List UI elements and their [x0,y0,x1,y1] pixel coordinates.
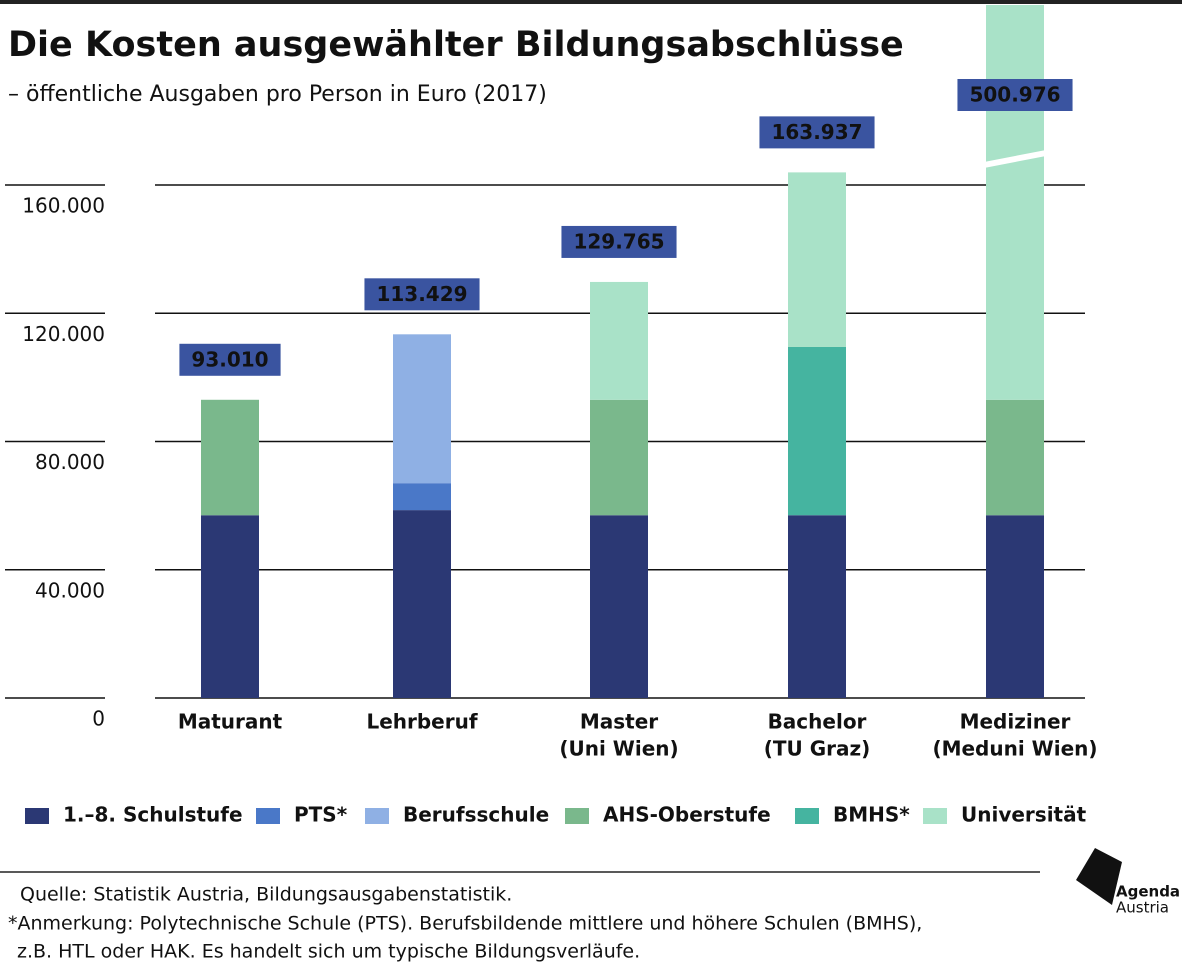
bar-segment [788,515,846,698]
legend-swatch [25,808,49,824]
bar-segment [393,483,451,511]
note: z.B. HTL oder HAK. Es handelt sich um ty… [17,941,640,963]
total-label: 500.976 [969,83,1060,107]
x-tick-label: Bachelor [768,710,867,734]
total-label: 129.765 [573,229,664,253]
bar-segment [590,515,648,698]
legend-label: Universität [961,803,1087,827]
y-tick-label: 120.000 [22,322,105,346]
bar-segment [788,172,846,347]
bar-segment [201,399,259,516]
total-label-box [561,225,677,258]
x-tick-label: (Meduni Wien) [932,737,1097,761]
y-tick-label: 80.000 [35,450,105,474]
logo-mark [1076,848,1122,905]
total-label-box [759,116,875,149]
legend-swatch [365,808,389,824]
total-label-box [364,278,480,311]
total-label: 113.429 [376,282,467,306]
bar-segment [393,510,451,698]
total-label-box [957,79,1073,111]
legend-label: AHS-Oberstufe [603,803,771,827]
bar-segment [393,334,451,484]
legend-swatch [923,808,947,824]
source: Quelle: Statistik Austria, Bildungsausga… [20,884,512,906]
bar-segment [590,281,648,400]
total-label: 93.010 [191,347,268,371]
axis-break [984,150,1046,168]
legend-label: 1.–8. Schulstufe [63,803,243,827]
legend-swatch [256,808,280,824]
note: *Anmerkung: Polytechnische Schule (PTS).… [8,913,922,935]
legend-label: BMHS* [833,803,910,827]
x-tick-label: (Uni Wien) [559,737,678,761]
y-tick-label: 0 [92,707,105,731]
bar-segment [788,346,846,516]
legend-swatch [565,808,589,824]
legend-swatch [795,808,819,824]
logo-text: Austria [1116,899,1169,917]
total-label: 163.937 [771,120,862,144]
x-tick-label: (TU Graz) [764,737,871,761]
x-tick-label: Maturant [178,710,283,734]
x-tick-label: Master [580,710,658,734]
chart-subtitle: – öffentliche Ausgaben pro Person in Eur… [8,82,547,107]
top-border [0,0,1182,4]
legend-label: PTS* [294,803,348,827]
x-tick-label: Mediziner [960,710,1071,734]
bar-segment [201,515,259,698]
chart-title: Die Kosten ausgewählter Bildungsabschlüs… [8,25,904,65]
bar-segment [590,399,648,516]
y-tick-label: 40.000 [35,578,105,602]
y-tick-label: 160.000 [22,194,105,218]
bar-segment [986,399,1044,516]
total-label-box [179,343,281,376]
bar-segment [986,515,1044,698]
bar-segment [986,5,1044,400]
logo-text: Agenda [1116,883,1180,901]
x-tick-label: Lehrberuf [366,710,477,734]
legend-label: Berufsschule [403,803,549,827]
